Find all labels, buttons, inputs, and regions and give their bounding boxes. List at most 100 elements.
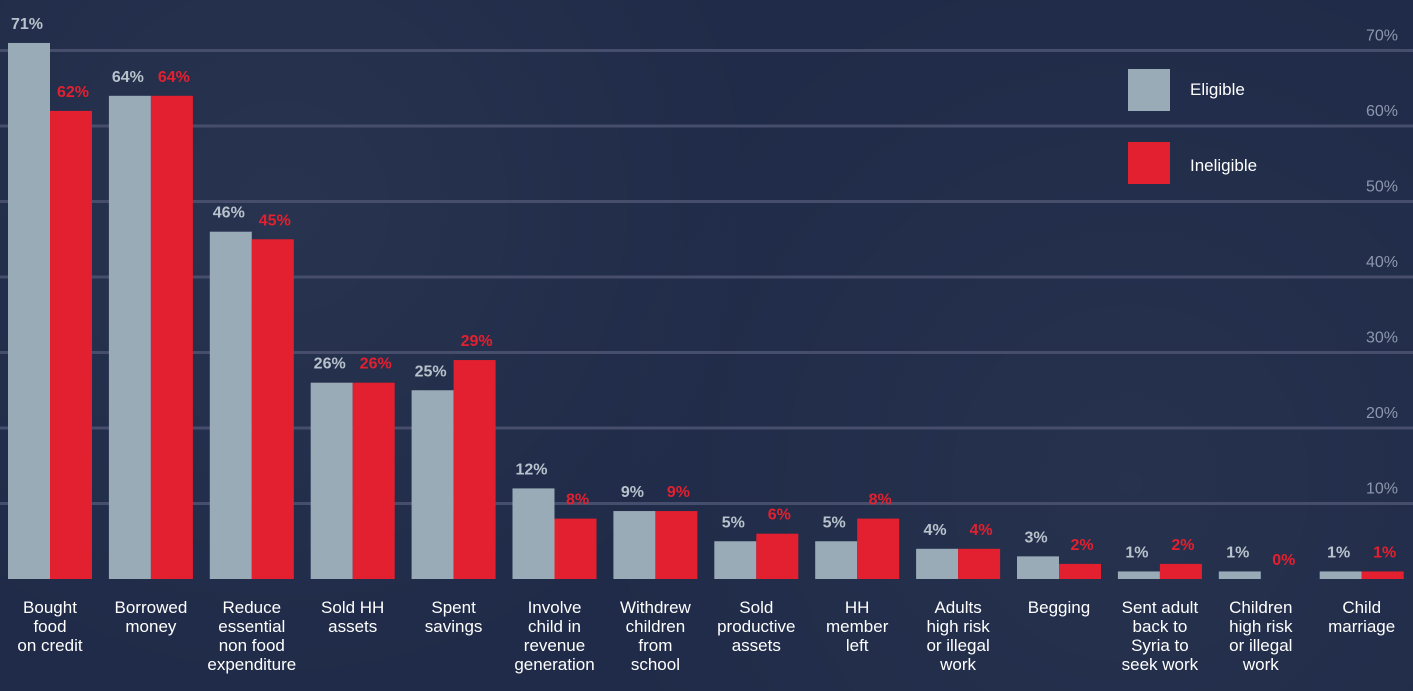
y-tick-label-60: 60% (1366, 103, 1398, 120)
bar-ineligible-5 (554, 518, 597, 579)
category-label-3: Sold HH assets (321, 598, 384, 636)
category-label-11: Sent adult back to Syria to seek work (1122, 598, 1199, 674)
category-label-line: member (826, 617, 889, 636)
value-label-ineligible-9: 4% (970, 522, 993, 539)
value-label-ineligible-7: 6% (768, 507, 791, 524)
bar-eligible-8 (815, 541, 858, 579)
bar-eligible-10 (1017, 556, 1059, 579)
category-label-line: savings (425, 617, 483, 636)
bar-eligible-2 (209, 231, 252, 579)
category-label-line: school (631, 655, 680, 674)
value-label-eligible-11: 1% (1125, 544, 1148, 561)
value-label-eligible-9: 4% (924, 522, 947, 539)
category-label-line: high risk (1229, 617, 1293, 636)
category-label-line: Syria to (1131, 636, 1189, 655)
legend-swatch-ineligible (1128, 142, 1170, 184)
category-label-line: HH (845, 598, 870, 617)
category-label-line: food (33, 617, 66, 636)
category-label-line: or illegal (1229, 636, 1292, 655)
bar-eligible-5 (512, 488, 555, 579)
category-label-line: Withdrew (620, 598, 692, 617)
value-label-eligible-7: 5% (722, 514, 745, 531)
category-label-line: work (939, 655, 976, 674)
category-label-5: Involve child in revenue generation (514, 598, 594, 674)
category-label-line: Borrowed (115, 598, 188, 617)
category-label-line: Bought (23, 598, 77, 617)
y-tick-label-50: 50% (1366, 179, 1398, 196)
bar-ineligible-2 (251, 239, 294, 579)
category-label-12: Children high risk or illegal work (1229, 598, 1293, 674)
value-label-ineligible-6: 9% (667, 484, 690, 501)
category-label-line: Child (1342, 598, 1381, 617)
value-label-ineligible-5: 8% (566, 492, 589, 509)
legend-label-eligible: Eligible (1190, 80, 1245, 99)
value-label-eligible-5: 12% (515, 461, 547, 478)
bar-ineligible-9 (958, 548, 1001, 579)
bars (8, 42, 1404, 580)
value-label-eligible-12: 1% (1226, 544, 1249, 561)
value-label-ineligible-4: 29% (461, 333, 493, 350)
bar-eligible-3 (310, 382, 353, 579)
value-label-eligible-0: 71% (11, 16, 43, 33)
category-label-line: assets (328, 617, 377, 636)
y-tick-label-20: 20% (1366, 405, 1398, 422)
legend-label-ineligible: Ineligible (1190, 156, 1257, 175)
value-label-eligible-1: 64% (112, 69, 144, 86)
category-label-line: revenue (524, 636, 585, 655)
value-label-ineligible-3: 26% (360, 356, 392, 373)
category-label-line: assets (732, 636, 781, 655)
bar-ineligible-0 (50, 110, 92, 580)
bar-eligible-7 (714, 541, 757, 579)
category-label-line: child in (528, 617, 581, 636)
y-tick-label-30: 30% (1366, 330, 1398, 347)
category-label-line: work (1242, 655, 1279, 674)
y-tick-label-10: 10% (1366, 481, 1398, 498)
bar-eligible-4 (411, 390, 454, 579)
category-label-9: Adults high risk or illegal work (926, 598, 990, 674)
category-label-line: Begging (1028, 598, 1090, 617)
value-label-eligible-10: 3% (1024, 529, 1047, 546)
category-label-line: Sold (739, 598, 773, 617)
category-label-13: Child marriage (1328, 598, 1395, 636)
legend-swatch-eligible (1128, 69, 1170, 111)
category-label-line: productive (717, 617, 795, 636)
bar-ineligible-6 (655, 511, 698, 579)
category-label-line: Involve (528, 598, 582, 617)
value-label-ineligible-13: 1% (1373, 544, 1396, 561)
category-label-2: Reduce essential non food expenditure (207, 598, 296, 674)
category-label-line: or illegal (926, 636, 989, 655)
category-label-8: HH member left (826, 598, 889, 655)
value-label-ineligible-0: 62% (57, 84, 89, 101)
bar-ineligible-1 (150, 95, 193, 580)
value-labels: 71% 62% 64% 64% 46% 45% 26% 26% 25% 29% 12% 8% 9% 9% 5… (11, 16, 1396, 569)
value-label-eligible-4: 25% (415, 363, 447, 380)
category-label-line: Spent (431, 598, 476, 617)
bar-eligible-12 (1218, 571, 1261, 579)
category-label-4: Spent savings (425, 598, 483, 636)
legend: Eligible Ineligible (1128, 69, 1257, 184)
category-label-line: back to (1132, 617, 1187, 636)
category-label-7: Sold productive assets (717, 598, 795, 655)
bar-eligible-11 (1117, 571, 1160, 579)
value-label-eligible-2: 46% (213, 205, 245, 222)
value-label-ineligible-10: 2% (1070, 537, 1093, 554)
category-label-line: high risk (926, 617, 990, 636)
category-label-line: Sold HH (321, 598, 384, 617)
category-label-line: children (626, 617, 686, 636)
value-label-eligible-8: 5% (823, 514, 846, 531)
category-label-line: Adults (934, 598, 981, 617)
category-label-line: non food (219, 636, 285, 655)
category-labels: Bought food on credit Borrowed money Reduce es… (17, 598, 1395, 674)
y-tick-label-40: 40% (1366, 254, 1398, 271)
value-label-ineligible-8: 8% (869, 492, 892, 509)
bar-ineligible-8 (857, 518, 900, 579)
bar-ineligible-10 (1059, 563, 1101, 579)
category-label-line: Children (1229, 598, 1292, 617)
category-label-line: on credit (17, 636, 82, 655)
category-label-line: expenditure (207, 655, 296, 674)
value-label-ineligible-2: 45% (259, 212, 291, 229)
category-label-6: Withdrew children from school (620, 598, 692, 674)
category-label-line: generation (514, 655, 594, 674)
